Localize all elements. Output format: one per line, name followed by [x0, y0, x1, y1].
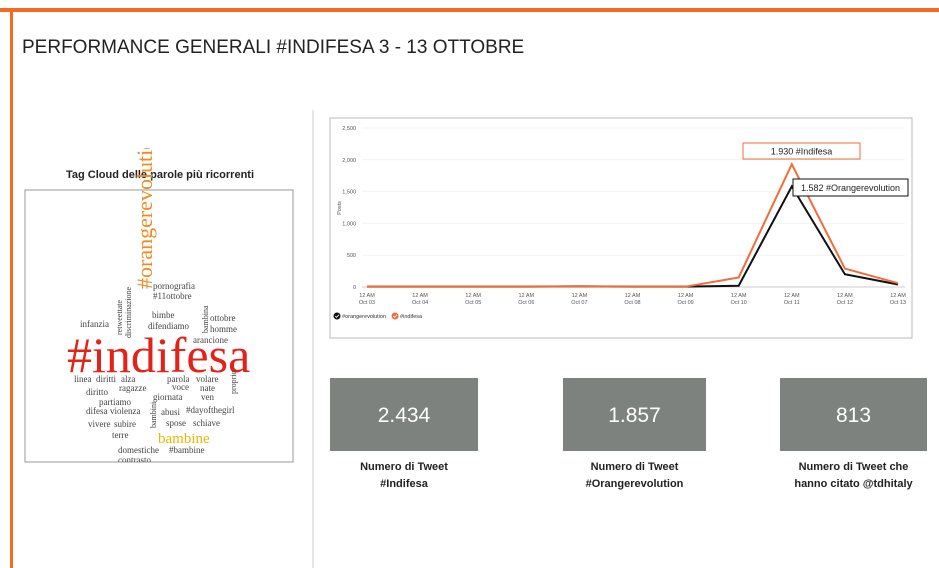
stat-value: 1.857: [608, 404, 661, 427]
annotation: 1.582 #Orangerevolution: [801, 183, 900, 193]
stat-value: 813: [836, 404, 871, 427]
y-axis-label: Posts: [337, 201, 343, 215]
x-tick-label: 12 AM: [731, 293, 747, 299]
cloud-box: [24, 189, 294, 463]
x-tick-label: 12 AM: [572, 293, 588, 299]
cloud-word: infanzia: [80, 319, 109, 329]
y-tick-label: 2,000: [342, 158, 356, 164]
stat-box: [780, 378, 927, 451]
cloud-word: linea: [74, 374, 92, 384]
cloud-word: #11ottobre: [153, 291, 192, 301]
cloud-word: bimbe: [152, 310, 175, 320]
y-tick-label: 1,000: [342, 221, 356, 227]
cloud-word: voce: [172, 382, 189, 392]
x-tick-label: Oct 13: [890, 300, 906, 306]
cloud-word: contrasto: [118, 455, 151, 465]
x-tick-label: Oct 12: [837, 300, 853, 306]
cloud-word: #bambine: [169, 445, 205, 455]
y-tick-label: 0: [353, 285, 356, 291]
cloud-word: ragazze: [119, 383, 146, 393]
x-tick-label: Oct 06: [518, 300, 534, 306]
stat-caption: Numero di Tweet: [591, 461, 679, 473]
cloud-word: arancione: [193, 335, 228, 345]
x-tick-label: 12 AM: [465, 293, 481, 299]
annotation-box: [742, 142, 861, 160]
cloud-word: #orangerevolution: [132, 128, 157, 289]
x-tick-label: Oct 04: [412, 300, 428, 306]
legend-label: #indifesa: [400, 314, 423, 320]
x-tick-label: Oct 08: [624, 300, 640, 306]
cloud-word: bambina: [201, 305, 210, 333]
x-tick-label: Oct 10: [731, 300, 747, 306]
x-tick-label: Oct 03: [359, 300, 375, 306]
cloud-word: ven: [201, 392, 214, 402]
legend-swatch: [333, 312, 341, 320]
cloud-word: parola: [167, 374, 190, 384]
cloud-word: domestiche: [118, 445, 159, 455]
annotation: 1.930 #Indifesa: [771, 147, 833, 157]
x-tick-label: Oct 11: [784, 300, 800, 306]
cloud-word: schiave: [193, 418, 220, 428]
stat-box: [563, 378, 706, 451]
cloud-word: bambini: [149, 401, 158, 428]
annotation-box: [792, 178, 909, 197]
legend-label: #orangerevolution: [342, 314, 386, 320]
cloud-word: discriminazione: [124, 286, 133, 338]
cloud-word: giornata: [153, 392, 183, 402]
cloud-word: homme: [210, 324, 237, 334]
legend-check: [392, 314, 398, 319]
cloud-word: diritto: [86, 387, 108, 397]
cloud-word: retweettate: [115, 299, 124, 335]
x-tick-label: 12 AM: [837, 293, 853, 299]
cloud-word: bambine: [158, 431, 210, 447]
page-title: PERFORMANCE GENERALI #INDIFESA 3 - 13 OT…: [22, 37, 524, 58]
cloud-word: volare: [196, 374, 219, 384]
stat-caption: hanno citato @tdhitaly: [794, 478, 913, 490]
top-rule: [0, 8, 939, 12]
cloud-word: spose: [166, 418, 186, 428]
cloud-word: proprio: [229, 370, 238, 394]
stat-caption: Numero di Tweet: [360, 461, 448, 473]
cloud-word: nate: [200, 383, 215, 393]
x-tick-label: 12 AM: [412, 293, 428, 299]
cloud-title: Tag Cloud delle parole più ricorrenti: [66, 169, 254, 181]
series-line: [367, 161, 899, 288]
x-tick-label: Oct 07: [571, 300, 587, 306]
x-tick-label: 12 AM: [625, 293, 641, 299]
stat-caption: #Indifesa: [380, 478, 429, 490]
y-tick-label: 1,500: [342, 190, 356, 196]
cloud-word: difesa: [86, 406, 108, 416]
cloud-word: alza: [121, 374, 135, 384]
x-tick-label: 12 AM: [784, 293, 800, 299]
cloud-word: violenza: [110, 406, 141, 416]
x-tick-label: Oct 09: [677, 300, 693, 306]
stat-value: 2.434: [378, 404, 431, 427]
x-tick-label: 12 AM: [890, 293, 906, 299]
cloud-word: subire: [114, 419, 136, 429]
cloud-word: #dayofthegirl: [186, 405, 235, 415]
x-tick-label: 12 AM: [678, 293, 694, 299]
left-rule: [10, 8, 13, 568]
cloud-word: difendiamo: [148, 321, 189, 331]
cloud-word: partiamo: [99, 397, 131, 407]
x-tick-label: 12 AM: [519, 293, 535, 299]
cloud-word: ottobre: [210, 313, 236, 323]
legend-swatch: [391, 312, 399, 320]
legend-check: [334, 314, 340, 319]
cloud-word: terre: [112, 430, 128, 440]
cloud-word: abusi: [161, 407, 180, 417]
y-tick-label: 500: [347, 253, 356, 259]
stat-caption: #Orangerevolution: [586, 478, 684, 490]
cloud-word: vivere: [88, 419, 111, 429]
cloud-word: #indifesa: [67, 327, 250, 383]
stat-caption: Numero di Tweet che: [799, 461, 909, 473]
cloud-word: diritti: [96, 374, 116, 384]
stat-box: [330, 378, 478, 451]
x-tick-label: Oct 05: [465, 300, 481, 306]
y-tick-label: 2,500: [342, 126, 356, 132]
cloud-word: pornografia: [153, 281, 195, 291]
x-tick-label: 12 AM: [359, 293, 375, 299]
